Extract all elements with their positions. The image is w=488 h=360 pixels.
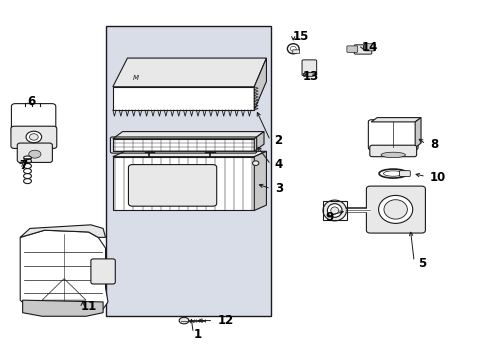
Text: 5: 5 <box>417 257 425 270</box>
Text: 13: 13 <box>303 69 319 82</box>
FancyBboxPatch shape <box>353 45 371 54</box>
Polygon shape <box>113 132 264 139</box>
Ellipse shape <box>179 318 188 324</box>
Text: 15: 15 <box>292 30 308 43</box>
Ellipse shape <box>330 207 338 214</box>
Text: 7: 7 <box>19 159 27 172</box>
Polygon shape <box>254 151 266 211</box>
Polygon shape <box>113 157 254 211</box>
Text: 12: 12 <box>217 314 233 327</box>
FancyBboxPatch shape <box>367 120 417 150</box>
Ellipse shape <box>26 131 41 143</box>
Text: 1: 1 <box>193 328 201 341</box>
Ellipse shape <box>378 195 412 224</box>
Ellipse shape <box>383 200 407 219</box>
FancyBboxPatch shape <box>366 186 425 233</box>
FancyBboxPatch shape <box>11 104 56 133</box>
Ellipse shape <box>323 200 346 221</box>
FancyBboxPatch shape <box>364 44 374 51</box>
Ellipse shape <box>29 150 41 158</box>
Ellipse shape <box>23 156 31 159</box>
Polygon shape <box>20 230 108 313</box>
Polygon shape <box>22 300 103 316</box>
Polygon shape <box>254 58 266 110</box>
FancyBboxPatch shape <box>105 26 271 316</box>
Polygon shape <box>414 118 420 148</box>
Text: 11: 11 <box>81 300 97 313</box>
Ellipse shape <box>29 134 38 140</box>
Text: 8: 8 <box>429 138 437 150</box>
Text: 10: 10 <box>429 171 445 184</box>
FancyBboxPatch shape <box>399 171 409 176</box>
FancyBboxPatch shape <box>11 126 57 148</box>
Text: 14: 14 <box>361 41 377 54</box>
Text: 4: 4 <box>274 158 283 171</box>
Text: 6: 6 <box>27 95 36 108</box>
Ellipse shape <box>380 152 405 158</box>
FancyBboxPatch shape <box>369 145 416 157</box>
Polygon shape <box>254 132 264 151</box>
Text: M: M <box>132 75 138 81</box>
Ellipse shape <box>252 161 258 166</box>
FancyBboxPatch shape <box>302 60 316 76</box>
Ellipse shape <box>303 72 315 77</box>
Text: 9: 9 <box>325 211 332 224</box>
Ellipse shape <box>327 204 341 217</box>
Polygon shape <box>20 225 105 237</box>
Polygon shape <box>113 151 266 157</box>
Polygon shape <box>113 58 266 87</box>
FancyBboxPatch shape <box>128 165 216 206</box>
Polygon shape <box>370 118 420 122</box>
FancyBboxPatch shape <box>17 143 52 162</box>
FancyBboxPatch shape <box>346 46 357 52</box>
Text: 2: 2 <box>273 134 281 147</box>
FancyBboxPatch shape <box>292 50 299 53</box>
Text: 3: 3 <box>274 183 282 195</box>
FancyBboxPatch shape <box>91 259 115 284</box>
Polygon shape <box>113 139 254 151</box>
Polygon shape <box>113 87 254 110</box>
